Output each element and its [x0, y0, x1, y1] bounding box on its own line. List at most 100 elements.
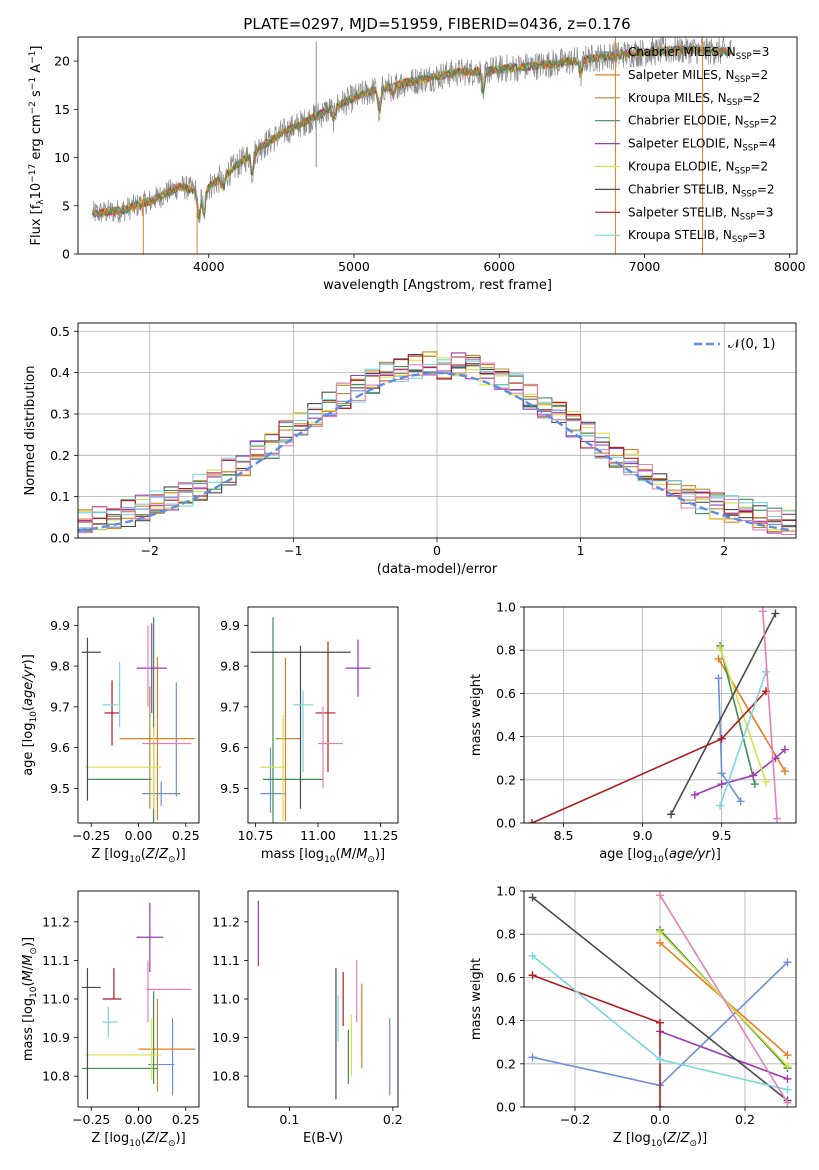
weight-marker-salpeter-stelib	[527, 819, 536, 823]
weight-marker-chabrier-miles	[717, 769, 726, 778]
weight-marker-pink	[773, 814, 782, 823]
weight-marker-kroupa-elodie	[716, 644, 725, 653]
x-tick-label: 9.5	[712, 828, 732, 843]
weight-marker-salpeter-stelib	[656, 1018, 664, 1027]
legend-entry-kroupa-elodie: Kroupa ELODIE, NSSP=2	[628, 160, 768, 177]
residuals-y-axis-label: Normed distribution	[23, 366, 38, 496]
weight_vs_Z-x-axis-label: Z [log10(Z/Z⊙)]	[613, 1131, 707, 1149]
x-tick-label: 1	[577, 543, 585, 558]
x-tick-label: 8000	[774, 259, 806, 274]
mass_vs_ebv-panel: 0.1 0.2 10.8 10.9 11.0 11.1 11.2 E(B-V)	[212, 890, 403, 1146]
weight-line-pink	[762, 611, 778, 819]
weight-line-salpeter-stelib	[532, 974, 661, 1107]
y-tick-label: 1.0	[496, 884, 516, 899]
x-tick-label: 0	[433, 543, 441, 558]
weight-marker-chabrier-stelib	[667, 810, 676, 819]
y-tick-label: 10.9	[42, 1030, 70, 1045]
weight-line-chabrier-stelib	[532, 896, 788, 1102]
weight-marker-chabrier-miles	[714, 674, 723, 683]
weight-marker-kroupa-stelib	[656, 1055, 664, 1064]
legend-entry-chabrier-miles: Chabrier MILES, NSSP=3	[628, 45, 769, 62]
y-tick-label: 5	[62, 198, 70, 213]
weight-marker-chabrier-miles	[783, 958, 792, 967]
y-tick-label: 11.0	[212, 992, 240, 1007]
x-tick-label: −0.25	[72, 1112, 110, 1127]
spectrum-plot-area	[92, 37, 732, 254]
weight_vs_Z-y-axis-label: mass weight	[469, 958, 484, 1040]
age_vs_mass-plot-area	[250, 617, 371, 823]
x-tick-label: 4000	[193, 259, 225, 274]
age_vs_Z-panel: −0.25 0.00 0.25 9.5 9.6 9.7 9.8 9.9 Z [log10(Z/Z…	[21, 606, 200, 865]
legend-entry-kroupa-stelib: Kroupa STELIB, NSSP=3	[628, 228, 766, 245]
axes-frame	[77, 606, 200, 824]
y-tick-label: 15	[54, 102, 70, 117]
weight-marker-salpeter-miles	[714, 654, 723, 663]
errorbar-salpeter-elodie	[136, 902, 164, 972]
weight-marker-chabrier-stelib	[528, 893, 537, 902]
legend-entry-kroupa-miles: Kroupa MILES, NSSP=2	[628, 91, 760, 108]
x-tick-label: 10.75	[238, 828, 274, 843]
mass_vs_ebv-x-axis-label: E(B-V)	[303, 1131, 343, 1146]
y-tick-label: 0.2	[496, 1056, 516, 1071]
age_vs_Z-plot-area	[81, 617, 196, 823]
y-tick-label: 0.0	[50, 531, 70, 546]
weight_vs_age-x-axis-label: age [log10(age/yr)]	[599, 847, 721, 865]
y-tick-label: 0.6	[496, 970, 516, 985]
weight-marker-pink	[656, 891, 664, 900]
y-tick-label: 1.0	[496, 600, 516, 615]
weight_vs_age-y-axis-label: mass weight	[469, 674, 484, 756]
y-tick-label: 9.9	[50, 618, 70, 633]
errorbar-salpeter-miles	[119, 657, 196, 821]
weight-line-salpeter-elodie	[659, 1030, 788, 1080]
axes-frame	[247, 890, 399, 1108]
residuals-x-axis-label: (data-model)/error	[377, 562, 498, 577]
weight-marker-salpeter-miles	[780, 767, 789, 776]
weight-marker-salpeter-miles	[656, 938, 664, 947]
legend-entry-salpeter-miles: Salpeter MILES, NSSP=2	[628, 68, 768, 85]
weight-marker-pink	[783, 1098, 792, 1107]
mass_vs_Z-panel: −0.25 0.00 0.25 10.8 10.9 11.0 11.1 11.2 Z [log1…	[21, 890, 200, 1149]
axes-frame	[247, 606, 399, 824]
age_vs_Z-x-axis-label: Z [log10(Z/Z⊙)]	[91, 847, 185, 865]
y-tick-label: 0.4	[496, 1013, 516, 1028]
axes-frame	[523, 606, 797, 824]
weight-marker-kroupa-stelib	[783, 1085, 792, 1094]
y-tick-label: 0.2	[50, 448, 70, 463]
errorbar-chabrier-miles	[142, 781, 181, 806]
mass_vs_Z-plot-area	[81, 902, 196, 1100]
x-tick-label: 0.2	[383, 1112, 403, 1127]
y-tick-label: 0.2	[496, 772, 516, 787]
residuals-panel: −2 −1 0 1 2 0.0 0.1 0.2 0.3 0.4 0.5 (data-model)/er…	[23, 322, 797, 577]
legend-entry-chabrier-stelib: Chabrier STELIB, NSSP=2	[628, 182, 775, 199]
weight-marker-chabrier-elodie	[750, 780, 759, 789]
weight-line-salpeter-stelib	[531, 690, 767, 823]
axes-frame	[523, 890, 797, 1108]
y-tick-label: 9.9	[220, 618, 240, 633]
y-tick-label: 11.2	[212, 914, 240, 929]
x-tick-label: 8.5	[554, 828, 574, 843]
x-tick-label: −1	[284, 543, 302, 558]
x-tick-label: −0.25	[72, 828, 110, 843]
y-tick-label: 0.5	[50, 324, 70, 339]
y-tick-label: 9.5	[220, 781, 240, 796]
y-tick-label: 0.1	[50, 489, 70, 504]
weight-line-salpeter-elodie	[694, 749, 786, 796]
x-tick-label: 2	[720, 543, 728, 558]
x-tick-label: 5000	[338, 259, 370, 274]
weight-marker-kroupa-elodie	[761, 777, 770, 786]
weight-marker-salpeter-stelib	[717, 734, 726, 743]
y-tick-label: 0.8	[496, 927, 516, 942]
x-tick-label: 0.25	[172, 1112, 200, 1127]
y-tick-label: 0.3	[50, 406, 70, 421]
y-tick-label: 0.8	[496, 643, 516, 658]
x-tick-label: 0.25	[172, 828, 200, 843]
weight-marker-kroupa-stelib	[716, 801, 725, 810]
model-line-chabrier-elodie	[92, 45, 732, 222]
x-tick-label: 0.00	[125, 1112, 153, 1127]
y-tick-label: 10.8	[212, 1069, 240, 1084]
y-tick-label: 11.1	[42, 953, 70, 968]
x-tick-label: 0.00	[125, 828, 153, 843]
y-tick-label: 20	[54, 54, 70, 69]
errorbar-salpeter-elodie	[136, 623, 167, 713]
x-tick-label: −2	[141, 543, 159, 558]
